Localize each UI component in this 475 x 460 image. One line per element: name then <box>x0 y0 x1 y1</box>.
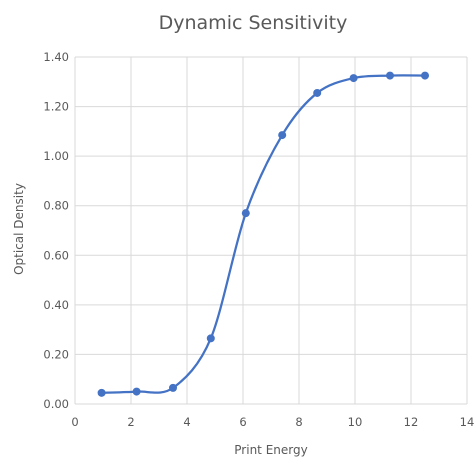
series-line <box>100 74 427 394</box>
x-tick-label: 10 <box>348 415 363 429</box>
data-point <box>241 209 250 218</box>
y-tick-label: 1.40 <box>43 50 69 64</box>
y-tick-label: 0.60 <box>43 248 69 262</box>
x-tick-label: 14 <box>460 415 475 429</box>
y-axis-title: Optical Density <box>12 183 26 275</box>
y-tick-label: 0.00 <box>43 397 69 411</box>
data-point <box>278 131 287 140</box>
data-point <box>169 383 177 392</box>
data-point <box>386 71 394 80</box>
x-tick-label: 4 <box>183 415 190 429</box>
y-tick-label: 0.20 <box>43 347 69 361</box>
tick-labels: 0 2 4 6 8 10 12 14 0.00 0.20 0.40 0.60 0.80 1.00 1.20 1… <box>43 50 474 429</box>
data-point <box>97 388 106 397</box>
chart-title: Dynamic Sensitivity <box>159 12 348 34</box>
x-tick-label: 12 <box>404 415 419 429</box>
data-point <box>132 387 141 396</box>
x-axis-title: Print Energy <box>234 443 307 457</box>
data-point <box>421 71 429 80</box>
x-tick-label: 8 <box>295 415 302 429</box>
y-tick-label: 0.40 <box>43 298 69 312</box>
series-layer <box>97 71 429 397</box>
y-tick-label: 1.00 <box>43 149 69 163</box>
x-tick-label: 2 <box>127 415 134 429</box>
x-tick-label: 0 <box>71 415 78 429</box>
x-tick-label: 6 <box>239 415 246 429</box>
y-tick-label: 0.80 <box>43 199 69 213</box>
y-tick-label: 1.20 <box>43 100 69 114</box>
data-point <box>206 334 215 343</box>
data-point <box>349 74 358 83</box>
data-point <box>313 88 322 97</box>
grid-layer <box>74 56 468 405</box>
